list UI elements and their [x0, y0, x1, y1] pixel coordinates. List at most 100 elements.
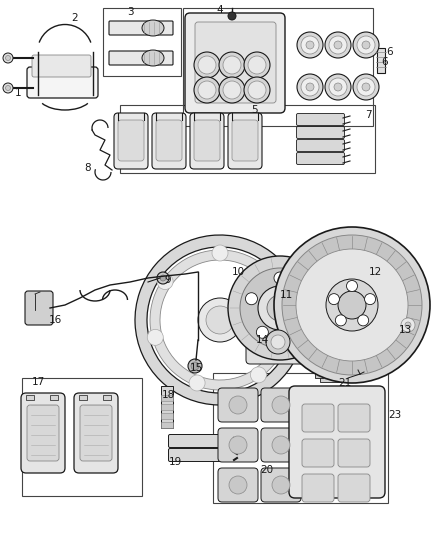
Circle shape	[194, 77, 220, 103]
FancyBboxPatch shape	[297, 114, 345, 125]
FancyBboxPatch shape	[169, 448, 237, 462]
Circle shape	[223, 56, 241, 74]
Circle shape	[258, 286, 302, 330]
FancyBboxPatch shape	[185, 13, 285, 113]
Bar	[161, 404, 173, 410]
Circle shape	[160, 275, 166, 281]
Text: 13: 13	[399, 325, 412, 335]
Circle shape	[6, 85, 11, 91]
Circle shape	[189, 375, 205, 391]
Circle shape	[3, 83, 13, 93]
FancyBboxPatch shape	[289, 386, 385, 498]
Circle shape	[364, 294, 375, 305]
Circle shape	[336, 315, 346, 326]
Circle shape	[188, 359, 202, 373]
FancyBboxPatch shape	[109, 21, 173, 35]
Text: 20: 20	[261, 465, 274, 475]
Bar	[320, 376, 345, 382]
FancyBboxPatch shape	[27, 405, 59, 461]
FancyBboxPatch shape	[190, 113, 224, 169]
Bar	[161, 413, 173, 419]
FancyBboxPatch shape	[32, 55, 91, 77]
FancyBboxPatch shape	[156, 120, 182, 161]
Circle shape	[325, 32, 351, 58]
Text: 15: 15	[189, 363, 203, 373]
FancyBboxPatch shape	[338, 439, 370, 467]
Text: 21: 21	[339, 378, 352, 388]
Ellipse shape	[142, 20, 164, 36]
FancyBboxPatch shape	[302, 474, 334, 502]
Circle shape	[259, 264, 276, 280]
Circle shape	[244, 77, 270, 103]
Circle shape	[271, 335, 285, 349]
Bar	[50, 395, 58, 400]
Circle shape	[306, 41, 314, 49]
Circle shape	[401, 318, 415, 332]
Circle shape	[357, 78, 375, 96]
Circle shape	[147, 329, 163, 345]
Circle shape	[256, 326, 268, 338]
FancyBboxPatch shape	[302, 439, 334, 467]
Bar	[213, 373, 388, 503]
Circle shape	[248, 56, 266, 74]
FancyBboxPatch shape	[228, 113, 262, 169]
FancyBboxPatch shape	[297, 126, 345, 139]
Circle shape	[325, 74, 351, 100]
FancyBboxPatch shape	[195, 22, 276, 103]
Text: 23: 23	[389, 410, 402, 420]
FancyBboxPatch shape	[261, 388, 301, 422]
Circle shape	[219, 52, 245, 78]
Text: 19: 19	[168, 457, 182, 467]
Text: 1: 1	[15, 88, 21, 98]
Circle shape	[245, 293, 258, 305]
Bar	[79, 395, 87, 400]
FancyBboxPatch shape	[25, 291, 53, 325]
Circle shape	[240, 268, 320, 348]
Bar	[161, 395, 173, 401]
Circle shape	[198, 56, 216, 74]
Bar	[161, 386, 173, 428]
Circle shape	[244, 52, 270, 78]
Circle shape	[301, 36, 319, 54]
Circle shape	[223, 81, 241, 99]
Circle shape	[282, 235, 422, 375]
Text: 9: 9	[165, 275, 171, 285]
Circle shape	[266, 330, 290, 354]
Circle shape	[272, 476, 290, 494]
Text: 11: 11	[279, 290, 293, 300]
FancyBboxPatch shape	[27, 67, 98, 98]
FancyBboxPatch shape	[261, 468, 301, 502]
Bar	[120, 105, 375, 173]
Circle shape	[219, 77, 245, 103]
Text: 5: 5	[252, 105, 258, 115]
Text: 14: 14	[255, 335, 268, 345]
Bar	[22, 378, 142, 496]
Wedge shape	[150, 250, 289, 390]
Circle shape	[267, 295, 293, 321]
Circle shape	[296, 249, 408, 361]
FancyBboxPatch shape	[218, 468, 258, 502]
Circle shape	[357, 36, 375, 54]
Text: 12: 12	[368, 267, 381, 277]
Circle shape	[194, 52, 220, 78]
FancyBboxPatch shape	[232, 120, 258, 161]
Circle shape	[362, 41, 370, 49]
FancyBboxPatch shape	[338, 404, 370, 432]
Circle shape	[353, 74, 379, 100]
Circle shape	[326, 279, 378, 331]
Circle shape	[229, 396, 247, 414]
Circle shape	[272, 396, 290, 414]
Circle shape	[251, 367, 266, 383]
Circle shape	[191, 362, 199, 370]
FancyBboxPatch shape	[194, 120, 220, 161]
Circle shape	[3, 53, 13, 63]
Circle shape	[229, 436, 247, 454]
Circle shape	[198, 298, 242, 342]
FancyBboxPatch shape	[261, 428, 301, 462]
Circle shape	[329, 36, 347, 54]
Circle shape	[328, 294, 339, 305]
FancyBboxPatch shape	[218, 428, 258, 462]
Circle shape	[248, 81, 266, 99]
Text: 4: 4	[217, 5, 223, 15]
Circle shape	[306, 83, 314, 91]
